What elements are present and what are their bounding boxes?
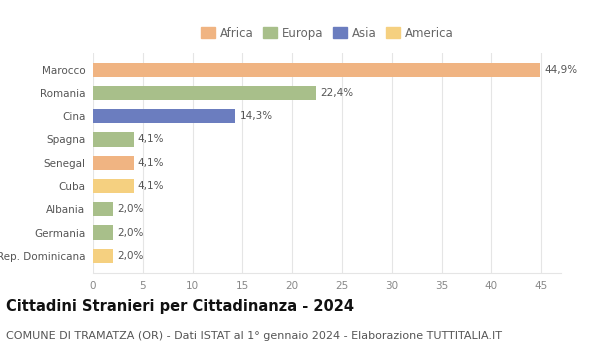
- Legend: Africa, Europa, Asia, America: Africa, Europa, Asia, America: [199, 25, 455, 42]
- Bar: [93, 248, 113, 263]
- Text: COMUNE DI TRAMATZA (OR) - Dati ISTAT al 1° gennaio 2024 - Elaborazione TUTTITALI: COMUNE DI TRAMATZA (OR) - Dati ISTAT al …: [6, 331, 502, 341]
- Text: 2,0%: 2,0%: [117, 204, 143, 214]
- Text: 4,1%: 4,1%: [138, 181, 164, 191]
- Bar: [93, 109, 235, 124]
- Text: 44,9%: 44,9%: [544, 65, 577, 75]
- Bar: [93, 202, 113, 216]
- Text: 2,0%: 2,0%: [117, 228, 143, 238]
- Text: 22,4%: 22,4%: [320, 88, 353, 98]
- Bar: [93, 63, 540, 77]
- Text: 14,3%: 14,3%: [239, 111, 272, 121]
- Bar: [93, 132, 134, 147]
- Text: 2,0%: 2,0%: [117, 251, 143, 261]
- Bar: [93, 179, 134, 193]
- Text: 4,1%: 4,1%: [138, 158, 164, 168]
- Text: 4,1%: 4,1%: [138, 134, 164, 145]
- Bar: [93, 155, 134, 170]
- Text: Cittadini Stranieri per Cittadinanza - 2024: Cittadini Stranieri per Cittadinanza - 2…: [6, 299, 354, 314]
- Bar: [93, 225, 113, 240]
- Bar: [93, 86, 316, 100]
